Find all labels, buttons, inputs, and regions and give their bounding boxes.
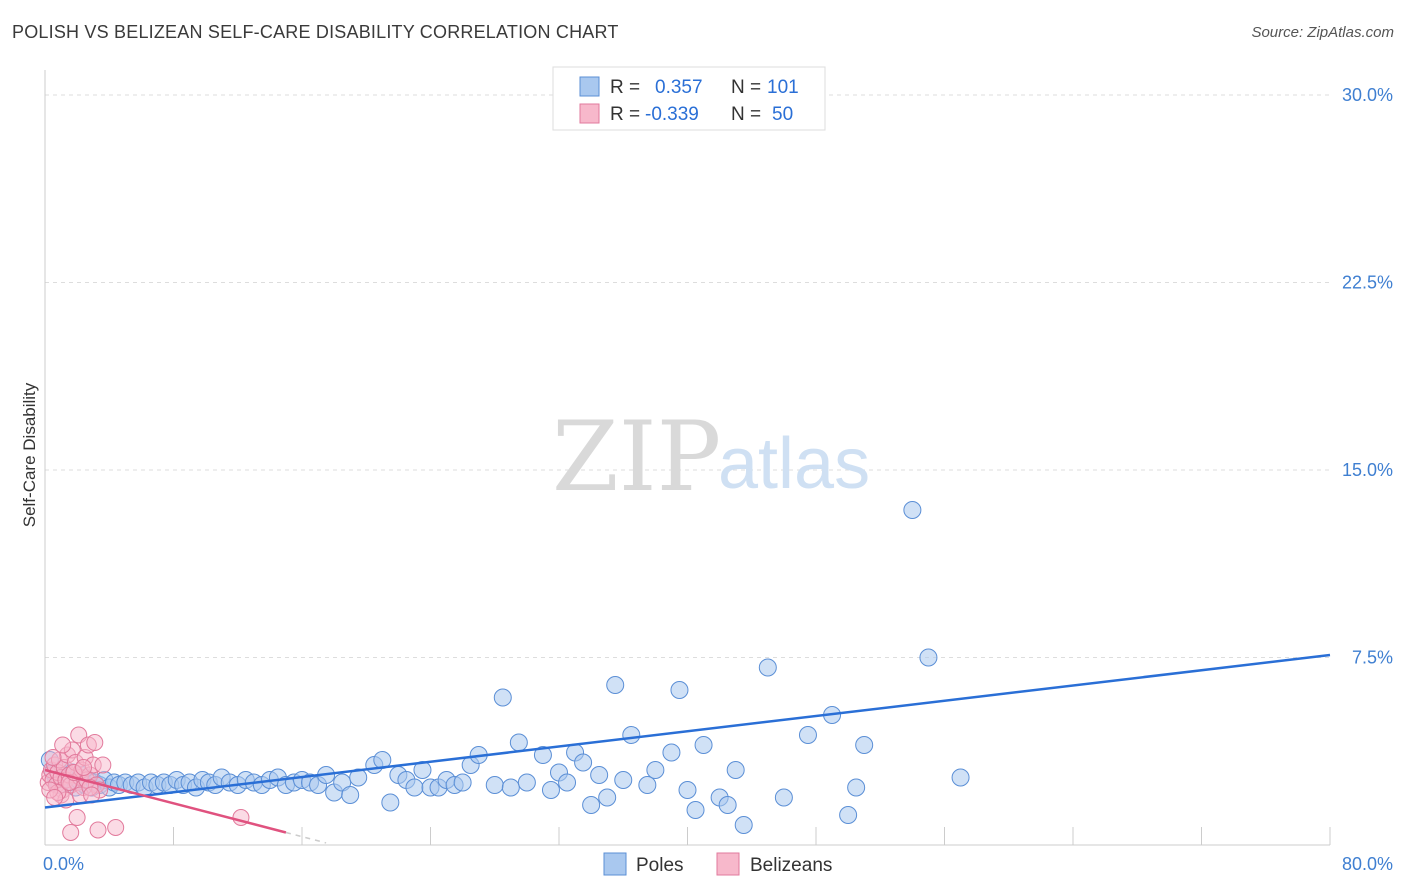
legend-r-label-belizeans: R = xyxy=(610,104,640,125)
point-poles xyxy=(951,768,970,787)
point-poles xyxy=(341,786,360,804)
point-poles xyxy=(646,761,665,779)
source-label: Source: ZipAtlas.com xyxy=(1251,24,1394,41)
x-tick-labels: 0.0% 80.0% xyxy=(43,854,1393,874)
point-poles xyxy=(533,746,552,764)
point-belizeans xyxy=(89,821,107,839)
chart-title: POLISH VS BELIZEAN SELF-CARE DISABILITY … xyxy=(12,22,619,42)
point-belizeans xyxy=(62,824,80,841)
point-belizeans xyxy=(94,756,112,774)
legend-r-label-poles: R = xyxy=(610,77,640,98)
point-poles xyxy=(582,796,601,814)
point-poles xyxy=(574,753,593,772)
point-poles xyxy=(855,736,874,754)
point-poles xyxy=(774,788,793,807)
point-poles xyxy=(493,688,512,707)
trend-lines xyxy=(44,653,1331,844)
point-poles xyxy=(381,793,400,812)
trend-extension-belizeans xyxy=(285,831,327,844)
legend-r-value-belizeans: -0.339 xyxy=(645,104,699,125)
point-poles xyxy=(606,676,625,694)
y-tick-label: 30.0% xyxy=(1342,85,1393,105)
point-poles xyxy=(686,801,705,819)
point-poles xyxy=(453,773,472,792)
legend-n-label-poles: N = xyxy=(731,77,761,98)
point-poles xyxy=(501,778,520,797)
point-poles xyxy=(718,796,737,814)
point-poles xyxy=(798,726,817,744)
bottom-legend-swatch-belizeans xyxy=(716,852,740,876)
y-tick-label: 7.5% xyxy=(1352,648,1393,668)
trend-line-poles xyxy=(44,653,1331,809)
bottom-legend-label-belizeans: Belizeans xyxy=(750,855,832,876)
watermark: ZIP atlas xyxy=(552,401,870,513)
point-poles xyxy=(614,771,633,789)
point-belizeans xyxy=(44,749,62,766)
point-poles xyxy=(839,806,858,824)
legend-n-label-belizeans: N = xyxy=(731,104,761,125)
point-poles xyxy=(622,726,641,744)
point-poles xyxy=(517,773,536,792)
series-legend: Poles Belizeans xyxy=(603,852,832,876)
x-tick-label-min: 0.0% xyxy=(43,854,84,874)
point-belizeans xyxy=(75,759,93,776)
y-tick-label: 22.5% xyxy=(1342,273,1393,293)
point-poles xyxy=(847,778,866,797)
point-poles xyxy=(405,778,424,797)
grid-lines xyxy=(45,94,1330,658)
point-poles xyxy=(349,768,368,787)
legend-n-value-belizeans: 50 xyxy=(772,104,793,125)
legend-swatch-belizeans xyxy=(579,103,600,124)
point-poles xyxy=(590,766,609,784)
y-tick-labels: 7.5% 15.0% 22.5% 30.0% xyxy=(1342,85,1393,668)
point-poles xyxy=(485,776,504,794)
point-belizeans xyxy=(86,734,104,751)
point-poles xyxy=(558,773,577,792)
point-poles xyxy=(919,648,938,667)
bottom-legend-swatch-poles xyxy=(603,852,627,876)
y-tick-label: 15.0% xyxy=(1342,460,1393,480)
point-belizeans xyxy=(68,809,86,826)
point-poles xyxy=(678,781,697,799)
point-poles xyxy=(670,681,689,699)
y-axis-label: Self-Care Disability xyxy=(20,382,39,527)
point-poles xyxy=(598,788,617,807)
point-poles xyxy=(734,816,753,834)
point-poles xyxy=(903,501,922,519)
point-poles xyxy=(662,743,681,762)
point-poles xyxy=(758,658,777,677)
point-belizeans xyxy=(46,789,64,806)
legend-r-value-poles: 0.357 xyxy=(655,77,703,98)
watermark-atlas: atlas xyxy=(718,424,870,504)
correlation-legend: R = 0.357 N = 101 R = -0.339 N = 50 xyxy=(552,66,826,131)
watermark-zip: ZIP xyxy=(552,401,721,513)
point-poles xyxy=(638,776,657,794)
bottom-legend-label-poles: Poles xyxy=(636,855,684,876)
axes xyxy=(44,70,1331,846)
point-poles xyxy=(726,761,745,779)
point-poles xyxy=(541,781,560,799)
point-belizeans xyxy=(107,819,125,836)
point-poles xyxy=(509,733,528,752)
point-belizeans xyxy=(54,736,72,754)
trend-line-belizeans xyxy=(44,768,287,834)
point-poles xyxy=(694,736,713,754)
legend-n-value-poles: 101 xyxy=(767,77,799,98)
legend-swatch-poles xyxy=(579,76,600,97)
series-belizeans xyxy=(39,726,250,841)
x-tick-label-max: 80.0% xyxy=(1342,854,1393,874)
